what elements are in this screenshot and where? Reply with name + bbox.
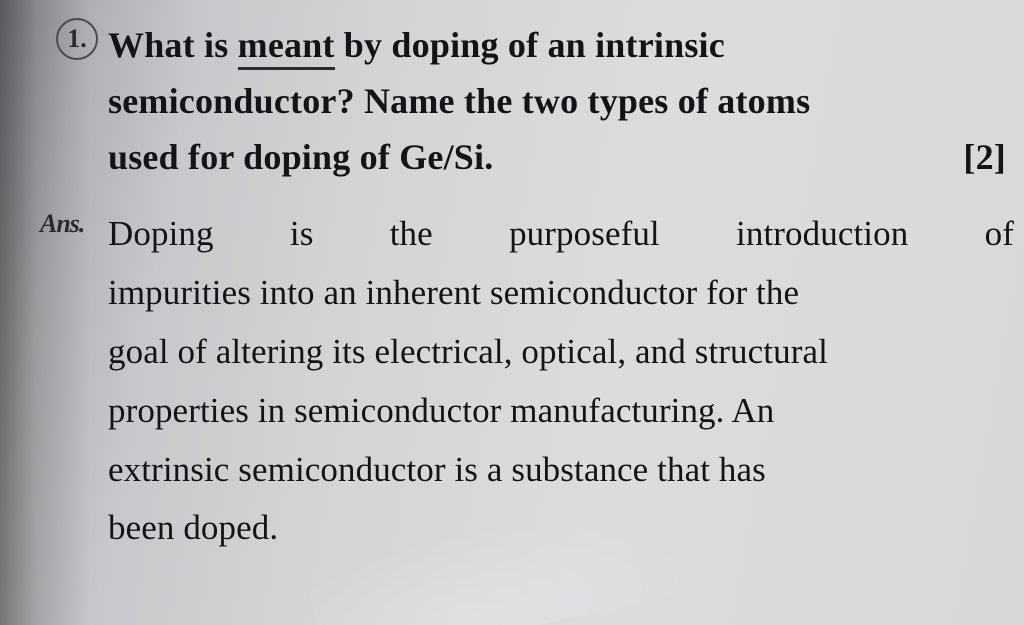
answer-word-1: Doping	[108, 205, 214, 264]
answer-word-2: is	[290, 205, 314, 264]
question-number-circle: 1.	[56, 18, 98, 60]
question-text-1a: What is	[108, 25, 238, 65]
answer-word-3: the	[390, 205, 433, 264]
textbook-page: 1. What is meant by doping of an intrins…	[0, 0, 1024, 625]
question-text-1b: by doping of an intrinsic	[335, 25, 725, 65]
question-marks: [2]	[963, 130, 1006, 186]
answer-word-4: purposeful	[509, 205, 660, 264]
answer-line-3: goal of altering its electrical, optical…	[108, 323, 1014, 382]
answer-line-6: been doped.	[108, 499, 1014, 558]
answer-word-6: of	[985, 205, 1014, 264]
question-block: 1. What is meant by doping of an intrins…	[0, 18, 1024, 185]
question-number: 1.	[67, 24, 87, 54]
answer-line-1: Doping is the purposeful introduction of	[108, 205, 1014, 264]
question-line-3-row: used for doping of Ge/Si. [2]	[108, 130, 1006, 186]
question-line-3: used for doping of Ge/Si.	[108, 130, 493, 186]
question-text-underlined: meant	[238, 25, 335, 70]
answer-block: Ans. Doping is the purposeful introducti…	[0, 185, 1024, 558]
answer-line-5: extrinsic semiconductor is a substance t…	[108, 441, 1014, 500]
answer-line-4: properties in semiconductor manufacturin…	[108, 382, 1014, 441]
answer-line-2: impurities into an inherent semiconducto…	[108, 264, 1014, 323]
answer-word-5: introduction	[736, 205, 908, 264]
answer-marker: Ans.	[40, 209, 84, 239]
question-line-2: semiconductor? Name the two types of ato…	[108, 74, 1006, 130]
question-line-1: What is meant by doping of an intrinsic	[108, 18, 1006, 74]
